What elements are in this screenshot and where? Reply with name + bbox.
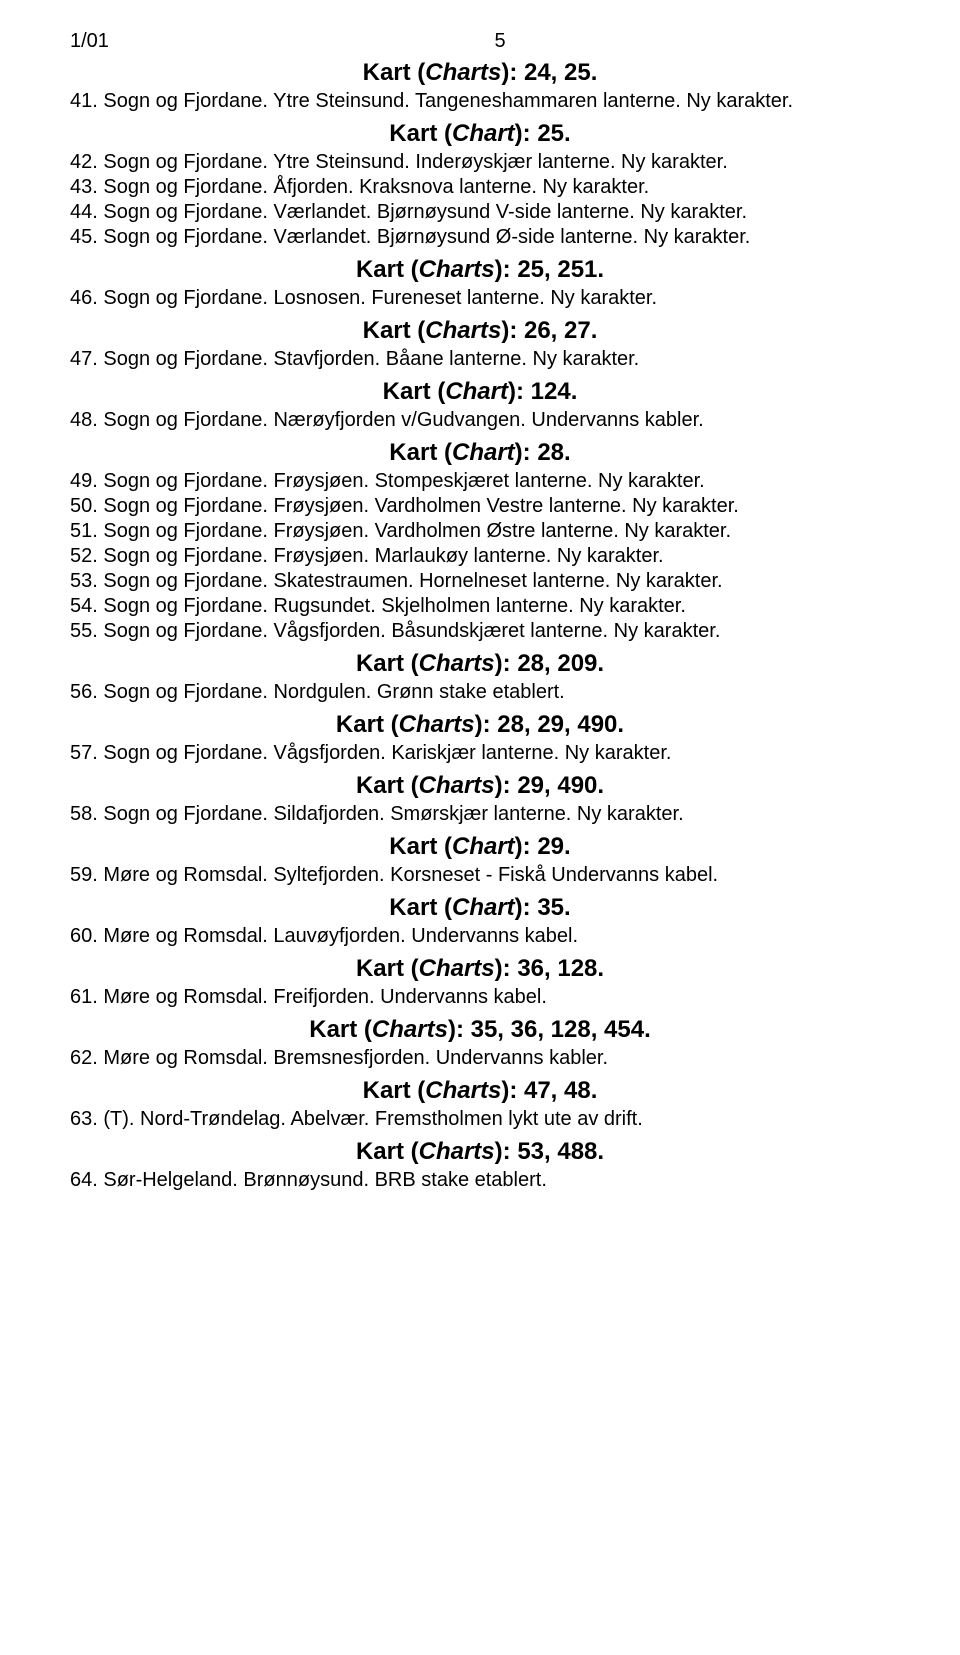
section-heading: Kart (Charts): 35, 36, 128, 454. [70,1016,890,1044]
section-heading: Kart (Charts): 53, 488. [70,1138,890,1166]
entry-line: 62. Møre og Romsdal. Bremsnesfjorden. Un… [70,1046,890,1071]
entry-line: 44. Sogn og Fjordane. Værlandet. Bjørnøy… [70,200,890,225]
section-heading: Kart (Charts): 47, 48. [70,1077,890,1105]
section-heading: Kart (Chart): 28. [70,439,890,467]
entry-line: 54. Sogn og Fjordane. Rugsundet. Skjelho… [70,594,890,619]
entry-line: 59. Møre og Romsdal. Syltefjorden. Korsn… [70,863,890,888]
section-heading: Kart (Charts): 36, 128. [70,955,890,983]
section-heading: Kart (Chart): 124. [70,378,890,406]
entry-line: 57. Sogn og Fjordane. Vågsfjorden. Karis… [70,741,890,766]
italic-span: Charts [425,317,501,344]
section-heading: Kart (Charts): 28, 29, 490. [70,711,890,739]
italic-span: Charts [425,59,501,86]
section-heading: Kart (Chart): 25. [70,120,890,148]
italic-span: Chart [445,378,508,405]
italic-span: Charts [425,1077,501,1104]
italic-span: Charts [419,955,495,982]
entry-line: 42. Sogn og Fjordane. Ytre Steinsund. In… [70,150,890,175]
entry-line: 49. Sogn og Fjordane. Frøysjøen. Stompes… [70,469,890,494]
italic-span: Charts [419,256,495,283]
entry-line: 58. Sogn og Fjordane. Sildafjorden. Smør… [70,802,890,827]
entry-line: 52. Sogn og Fjordane. Frøysjøen. Marlauk… [70,544,890,569]
italic-span: Charts [419,1138,495,1165]
entry-line: 51. Sogn og Fjordane. Frøysjøen. Vardhol… [70,519,890,544]
section-heading: Kart (Chart): 29. [70,833,890,861]
italic-span: Chart [452,120,515,147]
italic-span: Charts [372,1016,448,1043]
document-page: 1/01 5 Kart (Charts): 24, 25.41. Sogn og… [0,0,960,1233]
entry-line: 46. Sogn og Fjordane. Losnosen. Furenese… [70,286,890,311]
entry-line: 56. Sogn og Fjordane. Nordgulen. Grønn s… [70,680,890,705]
section-heading: Kart (Charts): 29, 490. [70,772,890,800]
italic-span: Chart [452,439,515,466]
entry-line: 41. Sogn og Fjordane. Ytre Steinsund. Ta… [70,89,890,114]
entry-line: 60. Møre og Romsdal. Lauvøyfjorden. Unde… [70,924,890,949]
entry-line: 64. Sør-Helgeland. Brønnøysund. BRB stak… [70,1168,890,1193]
section-heading: Kart (Charts): 28, 209. [70,650,890,678]
page-header: 1/01 5 [70,30,890,53]
entry-line: 47. Sogn og Fjordane. Stavfjorden. Båane… [70,347,890,372]
entry-line: 61. Møre og Romsdal. Freifjorden. Underv… [70,985,890,1010]
entry-line: 43. Sogn og Fjordane. Åfjorden. Kraksnov… [70,175,890,200]
section-heading: Kart (Charts): 25, 251. [70,256,890,284]
entry-line: 45. Sogn og Fjordane. Værlandet. Bjørnøy… [70,225,890,250]
entry-line: 50. Sogn og Fjordane. Frøysjøen. Vardhol… [70,494,890,519]
sections-container: Kart (Charts): 24, 25.41. Sogn og Fjorda… [70,59,890,1193]
italic-span: Chart [452,894,515,921]
section-heading: Kart (Charts): 24, 25. [70,59,890,87]
header-right: 5 [495,30,506,53]
italic-span: Chart [452,833,515,860]
section-heading: Kart (Chart): 35. [70,894,890,922]
entry-line: 55. Sogn og Fjordane. Vågsfjorden. Båsun… [70,619,890,644]
entry-line: 53. Sogn og Fjordane. Skatestraumen. Hor… [70,569,890,594]
entry-line: 48. Sogn og Fjordane. Nærøyfjorden v/Gud… [70,408,890,433]
italic-span: Charts [419,650,495,677]
section-heading: Kart (Charts): 26, 27. [70,317,890,345]
header-left: 1/01 [70,30,109,53]
italic-span: Charts [419,772,495,799]
italic-span: Charts [399,711,475,738]
entry-line: 63. (T). Nord-Trøndelag. Abelvær. Fremst… [70,1107,890,1132]
